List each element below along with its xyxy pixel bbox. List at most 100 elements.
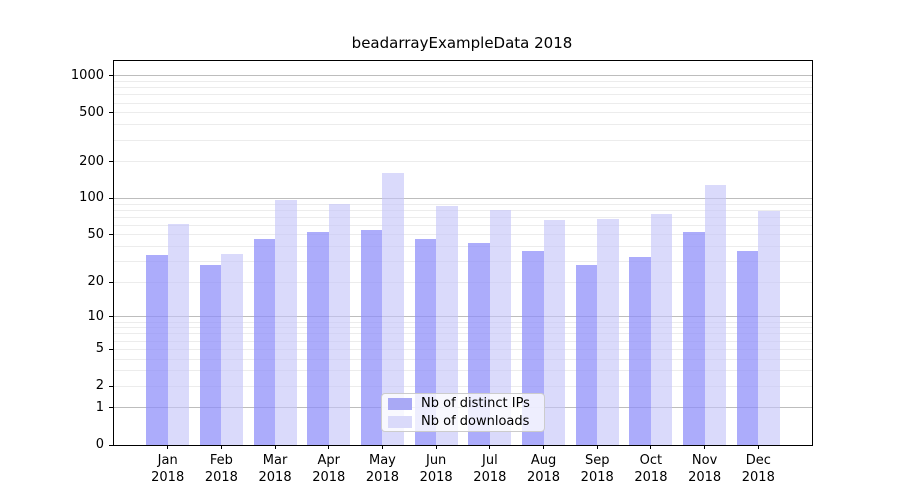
x-axis-tick (489, 445, 491, 449)
bar-downloads-nov (704, 184, 727, 445)
x-axis-tick (596, 445, 598, 449)
bar-downloads-jun (436, 206, 458, 445)
x-axis-month: Sep (584, 453, 610, 468)
y-axis-tick (109, 348, 113, 350)
plot-area: 0 1 2 5 10 20 50 100 200 500 1000 Jan 2018 Feb 2018 Mar… (71, 60, 813, 485)
gridline-minor (114, 281, 812, 283)
x-axis-tick-label: May 2018 (350, 452, 414, 486)
gridline-major (114, 197, 812, 199)
y-axis-tick-label: 10 (87, 308, 104, 324)
x-axis-tick (328, 445, 330, 449)
y-axis-tick-label: 1000 (70, 67, 104, 83)
y-axis-tick (109, 281, 113, 283)
y-axis-tick-label: 20 (87, 274, 104, 290)
x-axis-tick-label: Jul 2018 (458, 452, 522, 486)
gridline-minor (114, 370, 812, 372)
gridline-minor (114, 234, 812, 236)
x-axis-tick (704, 445, 706, 449)
legend-item-distinct-ips: Nb of distinct IPs (382, 396, 544, 411)
x-axis-month: Aug (530, 453, 557, 468)
gridline-minor (114, 112, 812, 114)
x-axis-month: Jul (482, 453, 498, 468)
y-axis-tick-label: 2 (95, 378, 104, 394)
gridline-minor (114, 124, 812, 126)
gridline-minor (114, 81, 812, 83)
x-axis-year: 2018 (473, 470, 507, 485)
x-axis-year: 2018 (634, 470, 668, 485)
x-axis-tick-label: Jun 2018 (404, 452, 468, 486)
legend: Nb of distinct IPs Nb of downloads (381, 393, 545, 432)
legend-item-downloads: Nb of downloads (382, 414, 544, 429)
gridline-minor (114, 87, 812, 89)
x-axis-month: May (369, 453, 396, 468)
gridline-minor (114, 224, 812, 226)
gridline-minor (114, 333, 812, 335)
x-axis-year: 2018 (741, 470, 775, 485)
bar-distinct-ips-may (360, 229, 383, 445)
gridline-minor (114, 340, 812, 342)
bar-downloads-mar (275, 200, 297, 445)
x-axis-month: Oct (639, 453, 663, 468)
bar-distinct-ips-mar (253, 239, 276, 445)
x-axis-month: Dec (745, 453, 771, 468)
bar-downloads-jul (489, 210, 512, 445)
y-axis-tick (109, 385, 113, 387)
bar-distinct-ips-dec (736, 250, 759, 445)
y-axis-tick (109, 112, 113, 114)
x-axis-month: Feb (209, 453, 233, 468)
x-axis-tick-label: Nov 2018 (673, 452, 737, 486)
x-axis-tick-label: Dec 2018 (726, 452, 790, 486)
x-axis-tick-label: Mar 2018 (243, 452, 307, 486)
x-axis-tick (543, 445, 545, 449)
gridline-minor (114, 161, 812, 163)
x-axis-tick (220, 445, 222, 449)
gridline-minor (114, 94, 812, 96)
y-axis-tick-label: 0 (95, 437, 104, 452)
gridline-minor (114, 209, 812, 211)
y-axis-tick (109, 234, 113, 236)
x-axis-tick (381, 445, 383, 449)
y-axis-tick-label: 500 (79, 104, 104, 120)
x-axis-tick-label: Jan 2018 (136, 452, 200, 486)
gridline-minor (114, 348, 812, 350)
x-axis-year: 2018 (258, 470, 292, 485)
legend-label-distinct-ips: Nb of distinct IPs (421, 396, 530, 411)
bar-downloads-dec (758, 210, 780, 445)
y-axis-tick (109, 75, 113, 77)
bar-downloads-may (382, 172, 404, 445)
x-axis-tick (274, 445, 276, 449)
x-axis-year: 2018 (419, 470, 453, 485)
bar-downloads-jan (167, 223, 190, 445)
y-axis-tick (109, 161, 113, 163)
x-axis-year: 2018 (151, 470, 185, 485)
x-axis-tick (757, 445, 759, 449)
gridline-minor (114, 246, 812, 248)
y-axis-tick (109, 407, 113, 409)
gridline-minor (114, 139, 812, 141)
bar-distinct-ips-apr (307, 231, 329, 445)
x-axis-year: 2018 (365, 470, 399, 485)
gridline-minor (114, 327, 812, 329)
bar-downloads-oct (650, 213, 673, 445)
gridline-major (114, 75, 812, 77)
legend-swatch-distinct-ips (388, 397, 412, 410)
x-axis-year: 2018 (204, 470, 238, 485)
gridline-minor (114, 102, 812, 104)
x-axis-month: Mar (262, 453, 288, 468)
bar-downloads-apr (328, 204, 351, 445)
x-axis-year: 2018 (580, 470, 614, 485)
y-axis-tick-label: 100 (79, 190, 104, 206)
x-axis-tick-label: Feb 2018 (189, 452, 253, 486)
bar-distinct-ips-jan (146, 255, 168, 445)
x-axis-month: Apr (317, 453, 341, 468)
gridline-minor (114, 385, 812, 387)
x-axis-tick-label: Oct 2018 (619, 452, 683, 486)
x-axis-month: Nov (691, 453, 718, 468)
x-axis-tick-label: Sep 2018 (565, 452, 629, 486)
bar-distinct-ips-nov (683, 231, 705, 445)
legend-swatch-downloads (388, 415, 412, 428)
bar-distinct-ips-oct (629, 256, 651, 445)
x-axis-tick-label: Aug 2018 (512, 452, 576, 486)
x-axis-year: 2018 (688, 470, 722, 485)
x-axis-month: Jan (157, 453, 178, 468)
